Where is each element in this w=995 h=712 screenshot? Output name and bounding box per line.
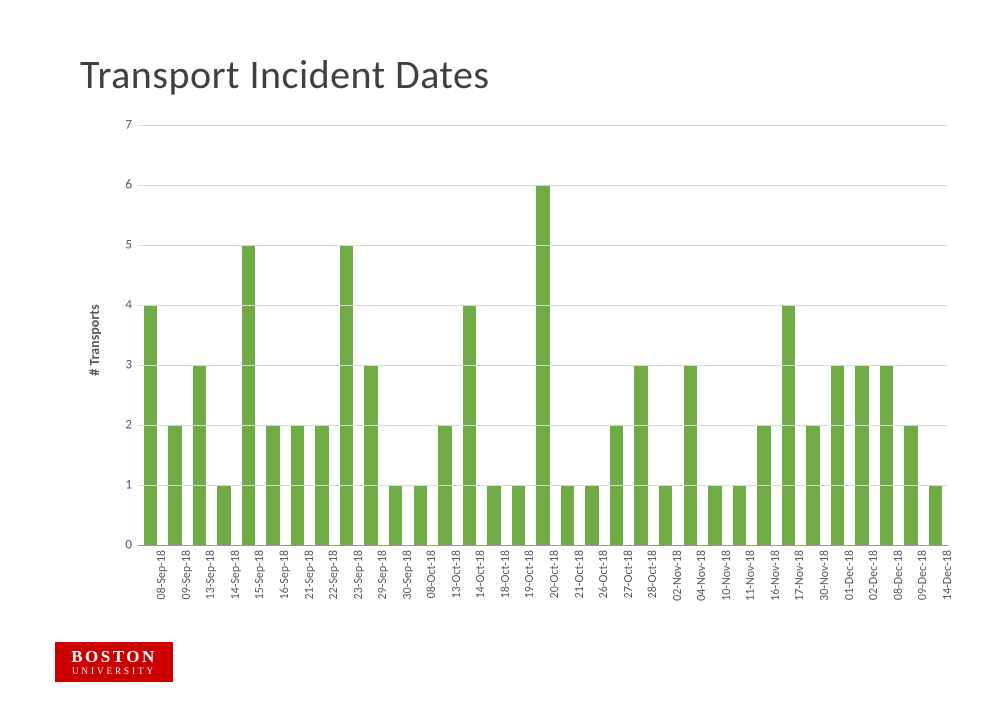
x-tick: 04-Nov-18 [695,550,709,620]
boston-university-logo: BOSTON UNIVERSITY [55,642,173,682]
bar [512,485,526,545]
x-tick: 14-Sep-18 [229,550,243,620]
x-tick: 08-Oct-18 [425,550,439,620]
bar [684,365,698,545]
x-tick: 26-Oct-18 [597,550,611,620]
x-tick: 14-Oct-18 [474,550,488,620]
bar [487,485,501,545]
x-tick: 09-Dec-18 [916,550,930,620]
x-tick: 17-Nov-18 [793,550,807,620]
logo-line1: BOSTON [56,648,172,665]
y-tick: 5 [110,238,132,253]
logo-line2: UNIVERSITY [56,667,172,676]
x-tick: 23-Sep-18 [352,550,366,620]
bar [389,485,403,545]
gridline [138,125,948,126]
bar [634,365,648,545]
x-tick: 14-Dec-18 [941,550,955,620]
y-tick: 6 [110,178,132,193]
x-tick: 15-Sep-18 [253,550,267,620]
x-tick: 21-Sep-18 [303,550,317,620]
x-tick: 08-Dec-18 [892,550,906,620]
y-axis-label: # Transports [86,280,103,400]
x-tick: 02-Dec-18 [867,550,881,620]
bar [855,365,869,545]
bar-chart: # Transports 0123456708-Sep-1809-Sep-181… [80,125,960,665]
x-tick: 16-Sep-18 [278,550,292,620]
bar [414,485,428,545]
x-tick: 28-Oct-18 [646,550,660,620]
x-tick: 13-Oct-18 [450,550,464,620]
x-tick: 09-Sep-18 [180,550,194,620]
gridline [138,425,948,426]
y-tick: 4 [110,298,132,313]
chart-title: Transport Incident Dates [80,50,490,99]
x-tick: 30-Sep-18 [401,550,415,620]
y-tick: 3 [110,358,132,373]
gridline [138,305,948,306]
bar [193,365,207,545]
y-tick: 1 [110,478,132,493]
x-tick: 27-Oct-18 [622,550,636,620]
x-tick: 02-Nov-18 [671,550,685,620]
bar [585,485,599,545]
x-tick: 22-Sep-18 [327,550,341,620]
x-tick: 19-Oct-18 [523,550,537,620]
y-tick: 0 [110,538,132,553]
x-tick: 10-Nov-18 [720,550,734,620]
bar [708,485,722,545]
bar [733,485,747,545]
x-tick: 20-Oct-18 [548,550,562,620]
plot-area [138,125,948,546]
bar [242,245,256,545]
y-tick: 2 [110,418,132,433]
bar [831,365,845,545]
bars-container [138,125,948,545]
bar [659,485,673,545]
x-tick: 01-Dec-18 [843,550,857,620]
x-tick: 11-Nov-18 [744,550,758,620]
bar [364,365,378,545]
y-tick: 7 [110,118,132,133]
gridline [138,245,948,246]
bar [929,485,943,545]
bar [561,485,575,545]
gridline [138,485,948,486]
x-tick: 29-Sep-18 [376,550,390,620]
x-tick: 13-Sep-18 [204,550,218,620]
gridline [138,365,948,366]
bar [880,365,894,545]
x-tick: 18-Oct-18 [499,550,513,620]
gridline [138,185,948,186]
x-tick: 30-Nov-18 [818,550,832,620]
x-tick: 16-Nov-18 [769,550,783,620]
x-tick: 08-Sep-18 [155,550,169,620]
bar [340,245,354,545]
bar [217,485,231,545]
x-tick: 21-Oct-18 [573,550,587,620]
